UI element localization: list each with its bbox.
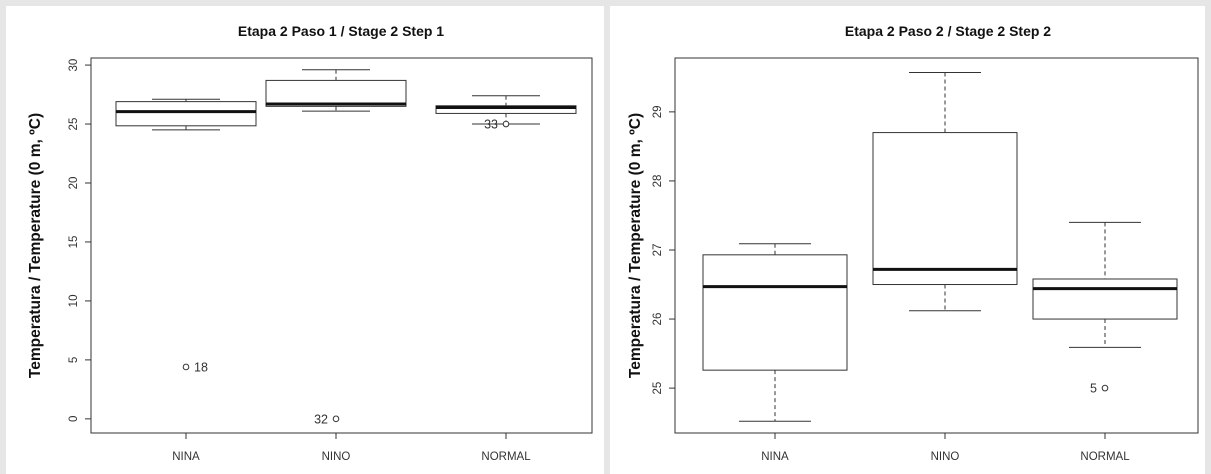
iqr-box (702, 254, 848, 371)
outlier-label: 18 (194, 360, 208, 374)
x-tick-label: NORMAL (481, 451, 531, 463)
y-tick-label: 5 (68, 357, 80, 363)
x-tick-label: NINA (761, 451, 789, 463)
y-tick-label: 15 (68, 236, 80, 249)
box-normal (1032, 221, 1178, 348)
y-tick-label: 30 (68, 59, 80, 72)
iqr-box (265, 79, 407, 107)
y-tick-label: 25 (68, 118, 80, 131)
left-chart-panel: Etapa 2 Paso 1 / Stage 2 Step 1 Temperatu… (6, 6, 604, 474)
outlier-point (502, 120, 510, 128)
iqr-box (115, 101, 257, 127)
y-axis-label: Temperatura / Temperature (0 m, ºC) (27, 113, 44, 378)
iqr-box (435, 105, 577, 114)
x-tick-label: NINO (931, 451, 960, 463)
y-tick-label: 10 (68, 295, 80, 308)
y-tick-label: 29 (652, 105, 664, 118)
y-tick-label: 26 (652, 313, 664, 326)
x-tick-label: NINO (322, 451, 351, 463)
outlier-point (182, 363, 190, 371)
plot-frame (90, 57, 593, 434)
box-normal (435, 95, 577, 125)
iqr-box (872, 132, 1018, 286)
box-nino (265, 69, 407, 112)
plot-frame (674, 57, 1199, 434)
chart-title: Etapa 2 Paso 1 / Stage 2 Step 1 (238, 23, 444, 39)
box-nina (702, 243, 848, 422)
y-tick-label: 28 (652, 175, 664, 188)
outlier-label: 5 (1090, 382, 1097, 396)
y-tick-label: 0 (68, 416, 80, 422)
chart-title: Etapa 2 Paso 2 / Stage 2 Step 2 (845, 23, 1051, 39)
outlier-label: 33 (484, 118, 498, 132)
y-tick-label: 27 (652, 244, 664, 257)
y-tick-label: 25 (652, 382, 664, 395)
x-tick-label: NORMAL (1080, 451, 1130, 463)
chart-stage2-step1: Etapa 2 Paso 1 / Stage 2 Step 1 Temperatu… (27, 23, 593, 463)
x-tick-label: NINA (172, 451, 200, 463)
right-chart-panel: Etapa 2 Paso 2 / Stage 2 Step 2 Temperatu… (610, 6, 1205, 474)
iqr-box (1032, 278, 1178, 320)
y-axis-label: Temperatura / Temperature (0 m, ºC) (627, 113, 644, 378)
box-nino (872, 72, 1018, 312)
chart-stage2-step2: Etapa 2 Paso 2 / Stage 2 Step 2 Temperatu… (627, 23, 1199, 463)
outlier-label: 32 (314, 412, 328, 426)
outlier-point (332, 415, 340, 423)
y-tick-label: 20 (68, 177, 80, 190)
outlier-point (1101, 384, 1109, 392)
box-nina (115, 98, 257, 131)
